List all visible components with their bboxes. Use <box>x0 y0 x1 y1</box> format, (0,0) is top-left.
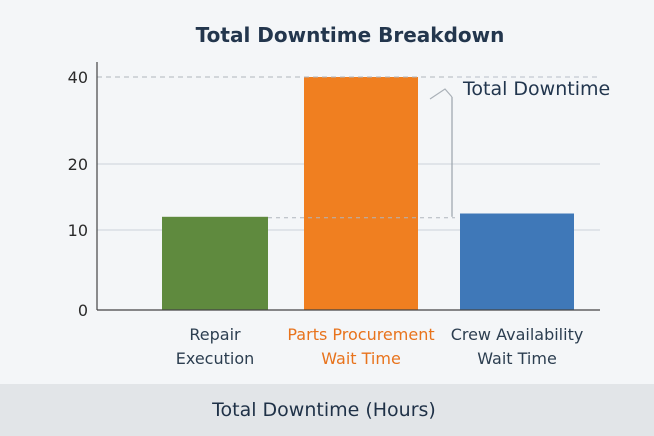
bars <box>162 77 574 310</box>
y-tick-label: 0 <box>78 301 88 320</box>
y-tick-label: 20 <box>68 155 88 174</box>
total-downtime-annotation: Total Downtime <box>97 76 610 219</box>
x-tick-label: Wait Time <box>477 349 557 368</box>
x-axis-title: Total Downtime (Hours) <box>211 399 436 421</box>
bar-0 <box>162 216 268 310</box>
bar-1 <box>304 77 418 310</box>
x-tick-label: Parts Procurement <box>287 325 434 344</box>
y-tick-label: 40 <box>68 68 88 87</box>
y-axis-ticks: 0 10 20 40 <box>68 68 88 320</box>
x-tick-label: Crew Availability <box>451 325 584 344</box>
y-tick-label: 10 <box>68 221 88 240</box>
chart-title: Total Downtime Breakdown <box>196 23 505 47</box>
x-tick-label: Wait Time <box>321 349 401 368</box>
bar-2 <box>460 213 574 310</box>
annotation-label: Total Downtime <box>462 78 610 100</box>
annotation-bracket-hook <box>429 88 453 100</box>
x-tick-label: Execution <box>176 349 255 368</box>
x-tick-labels: Repair Execution Parts Procurement Wait Tim… <box>176 325 584 368</box>
x-tick-label: Repair <box>189 325 241 344</box>
x-axis-label-band <box>0 384 654 436</box>
